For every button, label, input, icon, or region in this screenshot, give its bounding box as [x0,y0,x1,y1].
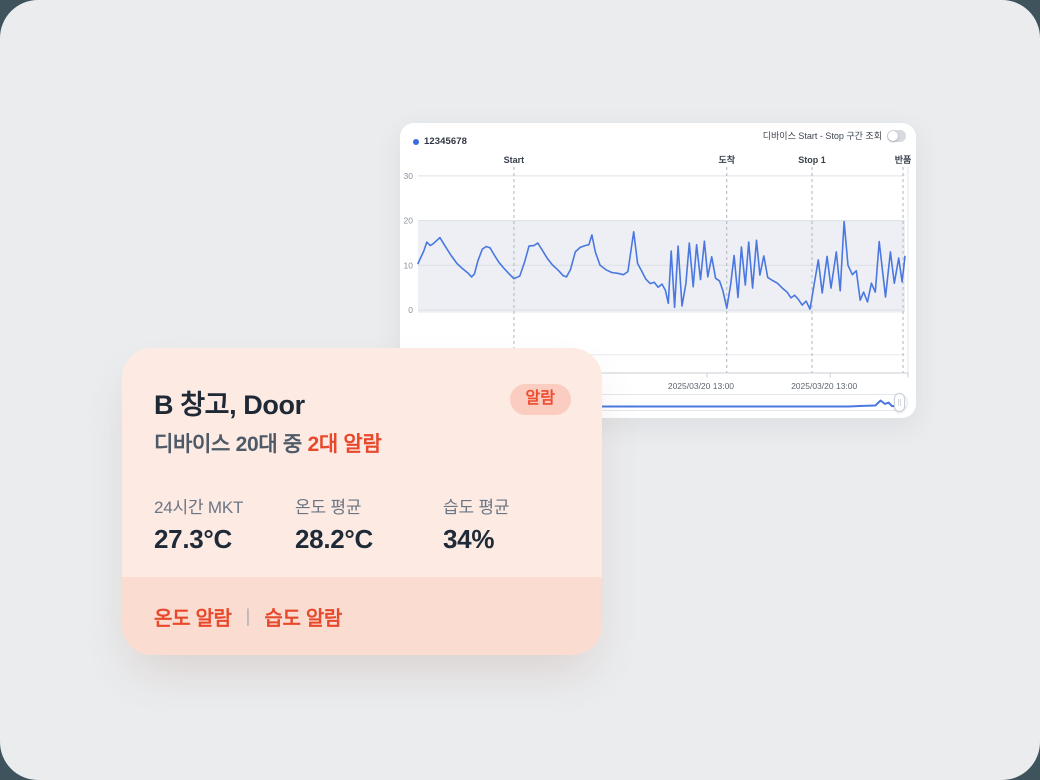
navigator-handle[interactable] [894,393,905,412]
toggle-knob [888,130,898,141]
navigator-series-line [419,399,899,408]
humidity-alarm-link[interactable]: 습도 알람 [264,607,343,630]
stat-mkt: 24시간 MKT 27.3°C [154,493,295,555]
stat-label: 24시간 MKT [154,498,244,517]
stat-label: 온도 평균 [295,498,362,517]
event-label-3: 반품 [895,154,912,165]
card-footer: 온도 알람 | 습도 알람 [122,577,602,655]
stat-temperature-avg: 온도 평균 28.2°C [295,493,443,555]
card-header: B 창고, Door 알람 [154,383,571,422]
range-toggle-label: 디바이스 Start - Stop 구간 조회 [762,131,882,141]
event-label-2: Stop 1 [798,155,826,165]
stat-value: 28.2°C [295,524,373,554]
x-axis-label: 2025/03/20 13:00 [668,381,734,391]
y-axis-label: 20 [404,216,414,226]
toggle-switch[interactable] [887,129,906,142]
stat-label: 습도 평균 [443,498,510,517]
legend-label: 12345678 [424,136,468,147]
stat-value: 27.3°C [154,524,232,554]
line-chart: 30 20 10 0 Start 도착 Stop 1 반품 2025/03/20 13:00 20… [404,154,912,391]
card-title: B 창고, Door [154,390,305,420]
y-axis-label: 10 [404,260,414,270]
card-subtitle: 디바이스 20대 중 2대 알람 [154,428,382,458]
footer-separator: | [245,605,251,626]
plot-band [418,220,905,313]
grip-icon [898,399,901,406]
temperature-alarm-link[interactable]: 온도 알람 [154,607,232,630]
subtitle-text: 디바이스 20대 중 [154,433,308,456]
stats-row: 24시간 MKT 27.3°C 온도 평균 28.2°C 습도 평균 34% [154,493,509,555]
range-toggle: 디바이스 Start - Stop 구간 조회 [763,129,906,142]
stat-value: 34% [443,524,495,554]
subtitle-alarm-count: 2대 알람 [307,433,382,456]
x-axis-label: 2025/03/20 13:00 [791,381,857,391]
event-label-1: 도착 [718,154,735,165]
chart-legend: 12345678 [413,136,467,147]
stat-humidity-avg: 습도 평균 34% [443,493,509,555]
alarm-badge: 알람 [509,384,571,415]
event-label-0: Start [504,155,525,165]
series-line [417,220,906,310]
warehouse-card[interactable]: B 창고, Door 알람 디바이스 20대 중 2대 알람 24시간 MKT … [122,348,602,655]
y-axis-label: 0 [408,305,413,315]
navigator-preview [419,399,899,408]
y-axis-label: 30 [404,171,414,181]
legend-dot-icon [413,138,419,145]
